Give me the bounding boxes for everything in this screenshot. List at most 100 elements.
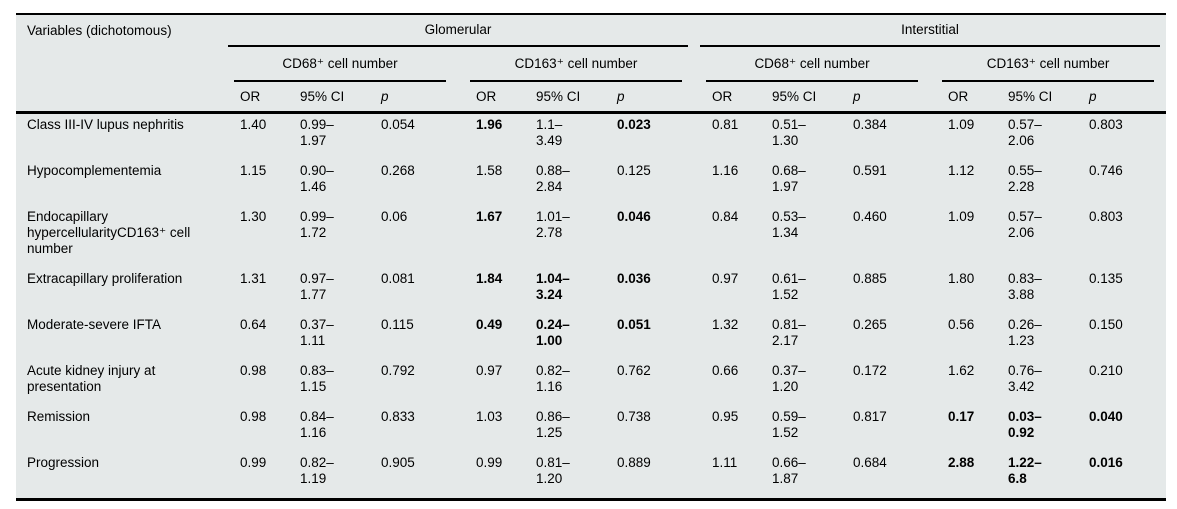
regression-table: Variables (dichotomous) Glomerular Inter… [16,13,1167,501]
or-value: 1.40 [240,117,267,132]
p-value: 0.746 [1089,163,1123,178]
or-value: 0.99 [476,455,503,470]
or-value: 0.56 [948,317,975,332]
ci-value: 0.82– 1.19 [300,455,334,486]
ci-header: 95% CI [756,82,849,114]
variable-label: Endocapillary hypercellularityCD163⁺ cel… [27,209,191,256]
or-value: 1.03 [476,409,503,424]
ci-value: 0.55– 2.28 [1008,163,1042,194]
ci-header: 95% CI [284,82,376,114]
ci-value: 0.37– 1.11 [300,317,334,348]
or-value: 1.12 [948,163,975,178]
table-body: Class III-IV lupus nephritis 1.40 0.99– 1.… [16,113,1166,500]
ci-value: 0.51– 1.30 [772,117,806,148]
p-value: 0.023 [617,117,651,132]
marker-header-interstitial-cd68: CD68⁺ cell number [694,47,930,82]
or-value: 1.32 [712,317,739,332]
p-value: 0.046 [617,209,651,224]
p-value: 0.172 [853,363,887,378]
ci-value: 0.83– 3.88 [1008,271,1042,302]
or-value: 0.97 [712,271,739,286]
p-value: 0.036 [617,271,651,286]
table-row: Hypocomplementemia 1.15 0.90– 1.46 0.268 1.5… [16,160,1166,206]
p-value: 0.885 [853,271,887,286]
or-value: 1.31 [240,271,267,286]
ci-value: 0.97– 1.77 [300,271,334,302]
ci-value: 0.81– 1.20 [536,455,570,486]
ci-value: 0.37– 1.20 [772,363,806,394]
table-header: Variables (dichotomous) Glomerular Inter… [16,14,1167,114]
ci-value: 0.61– 1.52 [772,271,806,302]
ci-value: 0.90– 1.46 [300,163,334,194]
or-value: 0.95 [712,409,739,424]
or-header: OR [930,82,993,114]
or-header: OR [222,82,284,114]
or-value: 0.66 [712,363,739,378]
or-value: 1.84 [476,271,503,286]
p-value: 0.040 [1089,409,1123,424]
ci-value: 0.24– 1.00 [536,317,570,348]
marker-header-label: CD163⁺ cell number [470,47,683,82]
ci-value: 0.83– 1.15 [300,363,334,394]
p-value: 0.268 [381,163,415,178]
or-value: 1.11 [712,455,738,470]
or-value: 1.09 [948,209,975,224]
p-value: 0.06 [381,209,408,224]
or-value: 1.16 [712,163,739,178]
ci-value: 0.66– 1.87 [772,455,806,486]
region-header-interstitial-label: Interstitial [700,15,1161,47]
ci-value: 0.59– 1.52 [772,409,806,440]
ci-value: 0.68– 1.97 [772,163,806,194]
ci-value: 0.53– 1.34 [772,209,806,240]
table-row: Remission 0.98 0.84– 1.16 0.833 1.03 0.86– 1.… [16,406,1166,452]
or-value: 1.58 [476,163,503,178]
table-row: Acute kidney injury at presentation 0.98 0… [16,360,1166,406]
table-row: Endocapillary hypercellularityCD163⁺ cel… [16,206,1166,268]
table-row: Extracapillary proliferation 1.31 0.97– 1.… [16,268,1166,314]
or-value: 0.64 [240,317,267,332]
p-value: 0.762 [617,363,651,378]
p-value: 0.792 [381,363,415,378]
or-value: 0.98 [240,363,267,378]
table-row: Progression 0.99 0.82– 1.19 0.905 0.99 0.81– … [16,452,1166,500]
variables-header: Variables (dichotomous) [16,14,222,114]
ci-value: 0.76– 3.42 [1008,363,1042,394]
ci-header: 95% CI [992,82,1085,114]
or-value: 0.17 [948,409,975,424]
ci-value: 0.57– 2.06 [1008,117,1042,148]
region-header-row: Variables (dichotomous) Glomerular Inter… [16,14,1166,114]
ci-value: 1.01– 2.78 [536,209,570,240]
variable-label: Extracapillary proliferation [27,271,183,286]
p-value: 0.833 [381,409,415,424]
ci-value: 0.03– 0.92 [1008,409,1042,440]
ci-value: 0.26– 1.23 [1008,317,1042,348]
p-value: 0.051 [617,317,651,332]
ci-value: 0.57– 2.06 [1008,209,1042,240]
marker-header-label: CD68⁺ cell number [706,47,919,82]
ci-value: 1.04– 3.24 [536,271,570,302]
p-value: 0.265 [853,317,887,332]
p-value: 0.817 [853,409,887,424]
or-value: 0.49 [476,317,503,332]
p-header: p [848,82,931,114]
marker-header-row: CD68⁺ cell number CD163⁺ cell number CD6… [16,47,1166,82]
p-value: 0.889 [617,455,651,470]
p-value: 0.460 [853,209,887,224]
ci-value: 0.81– 2.17 [772,317,806,348]
ci-value: 0.86– 1.25 [536,409,570,440]
ci-value: 0.82– 1.16 [536,363,570,394]
p-value: 0.115 [381,317,414,332]
ci-value: 0.88– 2.84 [536,163,570,194]
p-value: 0.905 [381,455,415,470]
table-row: Moderate-severe IFTA 0.64 0.37– 1.11 0.115 0… [16,314,1166,360]
table-row: Class III-IV lupus nephritis 1.40 0.99– 1.… [16,113,1166,161]
or-value: 1.09 [948,117,975,132]
p-value: 0.803 [1089,117,1123,132]
p-value: 0.135 [1089,271,1123,286]
stat-header-row: OR 95% CI p OR 95% CI p OR 95% CI p OR 9… [16,82,1167,114]
p-header: p [1084,82,1167,114]
p-header: p [612,82,695,114]
ci-value: 1.22– 6.8 [1008,455,1042,486]
or-value: 0.84 [712,209,739,224]
